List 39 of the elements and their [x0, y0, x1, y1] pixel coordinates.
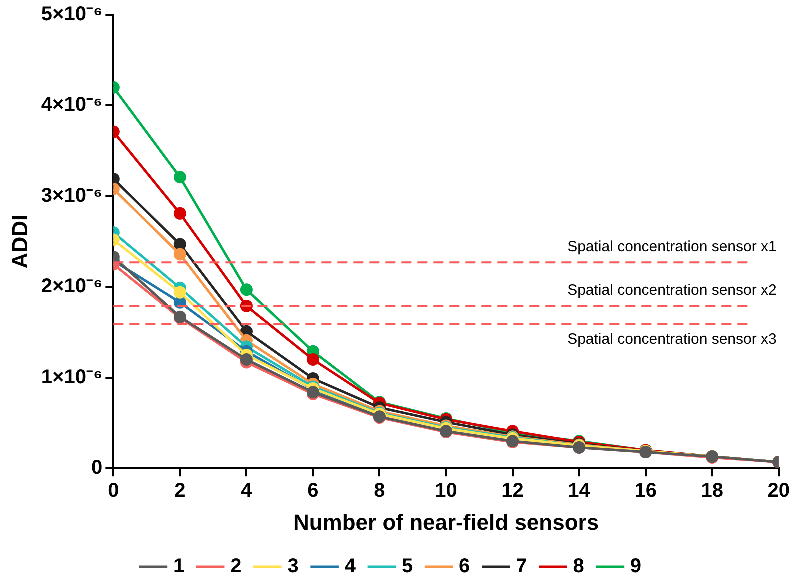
x-tick-label: 16 [634, 480, 657, 502]
y-tick-label: 2×10⁻⁶ [41, 276, 103, 298]
x-axis-title: Number of near-field sensors [293, 510, 600, 535]
x-tick-label: 8 [374, 480, 386, 502]
x-tick-label: 20 [768, 480, 790, 502]
y-tick-label: 5×10⁻⁶ [41, 4, 103, 26]
x-tick-label: 4 [241, 480, 254, 502]
y-tick-label: 3×10⁻⁶ [41, 184, 103, 207]
legend-label: 6 [459, 556, 470, 578]
legend-label: 3 [288, 556, 299, 578]
point [306, 353, 320, 366]
y-tick-label: 1×10⁻⁶ [41, 366, 103, 388]
x-tick-label: 12 [502, 480, 524, 502]
x-tick-label: 14 [568, 480, 592, 502]
point [240, 353, 253, 366]
point [174, 207, 186, 220]
legend-label: 9 [630, 556, 642, 578]
legend-label: 8 [573, 556, 584, 578]
legend-label: 1 [173, 556, 185, 578]
point [174, 238, 186, 251]
ref-line-label: Spatial concentration sensor x1 [568, 238, 777, 256]
ref-line-label: Spatial concentration sensor x2 [568, 282, 777, 299]
point [174, 171, 186, 184]
x-tick-label: 2 [174, 480, 186, 502]
y-tick-label: 0 [92, 457, 103, 480]
x-tick-label: 0 [108, 480, 120, 502]
point [240, 284, 253, 296]
y-tick-label: 4×10⁻⁶ [41, 94, 103, 116]
legend-label: 4 [344, 556, 357, 578]
legend-label: 5 [402, 556, 414, 578]
point [174, 248, 186, 261]
point [174, 286, 186, 299]
x-tick-label: 6 [308, 480, 319, 502]
legend-label: 2 [230, 556, 242, 578]
legend-label: 7 [516, 556, 528, 578]
ref-line-label: Spatial concentration sensor x3 [568, 330, 777, 348]
y-axis-title: ADDI [7, 214, 32, 269]
x-tick-label: 18 [701, 480, 724, 502]
x-tick-label: 10 [435, 480, 458, 502]
